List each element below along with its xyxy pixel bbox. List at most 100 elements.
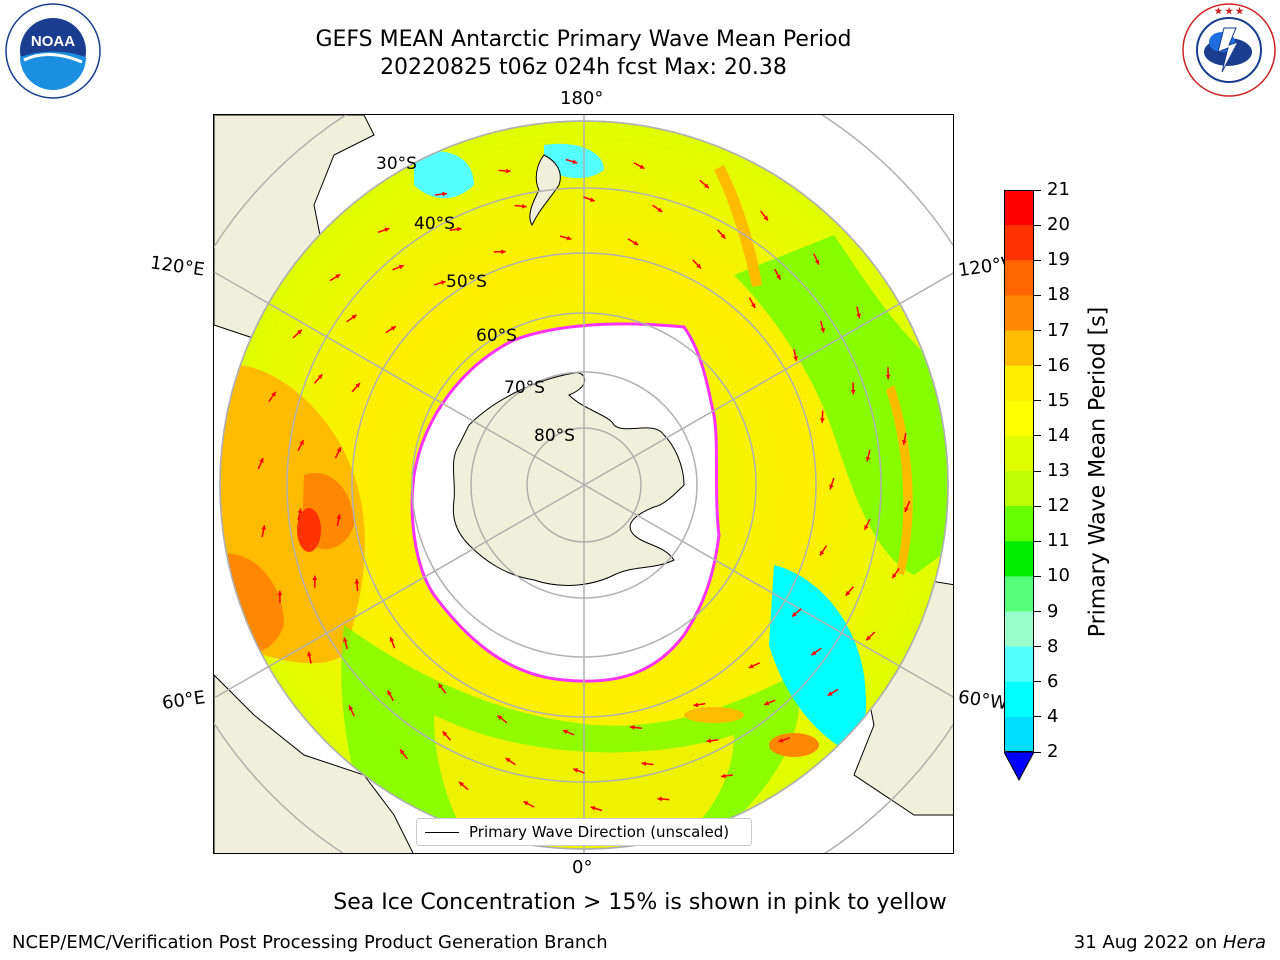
colorbar-tick: 19	[1033, 251, 1070, 269]
wave-arrow-head	[348, 705, 354, 711]
lat-label-30s: 30°S	[376, 154, 417, 174]
wave-arrow-head	[389, 636, 395, 642]
colorbar-block	[1004, 330, 1034, 367]
chart-subtitle: 20220825 t06z 024h fcst Max: 20.38	[380, 55, 787, 80]
wave-arrow-head	[573, 768, 579, 773]
lon-label-60w: 60°W	[956, 686, 1009, 715]
colorbar-ticks: 21 20 19 18 17 16 15 14 13 12 11 10 9 8 6 4 2	[1033, 181, 1083, 761]
wave-arrow-head	[704, 183, 709, 189]
wave-arrow-head	[336, 514, 342, 519]
wave-arrow-head	[845, 590, 851, 596]
wave-arrow-head	[885, 374, 891, 380]
wave-arrow-head	[811, 650, 817, 656]
lat-label-40s: 40°S	[414, 214, 455, 234]
colorbar-tick: 13	[1033, 462, 1070, 480]
colorbar-tick: 21	[1033, 181, 1070, 199]
wave-arrow-head	[892, 573, 897, 579]
wave-arrow-head	[506, 168, 511, 174]
southern-africa-land	[214, 674, 414, 853]
noaa-logo: NOAA	[5, 3, 101, 99]
wave-arrow-head	[335, 274, 341, 279]
colorbar	[1004, 190, 1034, 782]
wave-arrow-head	[521, 203, 527, 209]
footer-host: Hera	[1222, 932, 1266, 953]
wave-arrow-head	[819, 418, 825, 423]
wave-arrow-head	[639, 164, 645, 169]
wave-arrow-head	[696, 263, 702, 269]
wave-arrow-head	[317, 374, 323, 380]
wave-arrow-head	[384, 227, 390, 233]
colorbar-block	[1004, 190, 1034, 226]
wave-arrow-head	[566, 235, 572, 241]
wave-arrow-head	[827, 691, 833, 696]
colorbar-tick: 9	[1033, 602, 1058, 621]
wave-arrow-head	[355, 382, 360, 388]
wave-arrow-head	[271, 391, 276, 397]
colorbar-block	[1004, 576, 1034, 612]
colorbar-label: Primary Wave Mean Period [s]	[1085, 306, 1111, 638]
colorbar-block	[1004, 646, 1034, 683]
wave-arrow-head	[748, 663, 754, 669]
footer-date-text: 31 Aug 2022 on	[1073, 932, 1223, 953]
wave-arrow-head	[505, 758, 511, 763]
nws-logo: ★ ★ ★	[1182, 3, 1276, 97]
wave-arrow-head	[590, 805, 596, 811]
noaa-logo-text: NOAA	[31, 33, 75, 50]
lat-label-70s: 70°S	[504, 378, 545, 398]
wave-arrow-head	[866, 635, 872, 641]
wave-arrow-head	[296, 329, 302, 335]
wave-arrow-head	[763, 215, 768, 221]
colorbar-block	[1004, 400, 1034, 437]
wave-arrow-head	[657, 796, 662, 802]
colorbar-tick: 4	[1033, 707, 1058, 726]
wave-arrow-head	[259, 457, 264, 463]
sea-ice-note: Sea Ice Concentration > 15% is shown in …	[333, 890, 947, 915]
wave-arrow-head	[865, 456, 871, 462]
wave-arrow-head	[750, 303, 756, 309]
cyan-argentine-shelf	[769, 565, 866, 755]
map-panel: 30°S 40°S 50°S 60°S 70°S 80°S	[213, 114, 954, 854]
chart-title: GEFS MEAN Antarctic Primary Wave Mean Pe…	[315, 27, 852, 52]
wave-arrow-head	[792, 611, 797, 617]
antarctica-land	[452, 372, 685, 586]
wave-arrow-head	[864, 524, 869, 530]
orange-pacific-strip	[714, 165, 762, 287]
wave-arrow-head	[572, 159, 578, 165]
colorbar-block	[1004, 611, 1034, 648]
wave-arrow-head	[459, 781, 464, 787]
colorbar-tick: 15	[1033, 391, 1070, 410]
colorbar-tick: 11	[1033, 532, 1070, 550]
wave-arrow-head	[442, 731, 448, 737]
green-band-east	[734, 235, 948, 575]
colorbar-tick: 8	[1033, 637, 1058, 656]
wave-arrow-head	[820, 327, 825, 333]
footer-credit: NCEP/EMC/Verification Post Processing Pr…	[12, 932, 608, 953]
colorbar-block	[1004, 471, 1034, 507]
lat-label-80s: 80°S	[534, 426, 575, 446]
wave-arrow-head	[814, 259, 820, 265]
wave-arrow-head	[819, 550, 825, 556]
footer-date: 31 Aug 2022 on Hera	[1074, 932, 1266, 953]
wave-arrow-head	[456, 226, 462, 232]
wave-arrow-head	[850, 389, 856, 395]
colorbar-block	[1004, 681, 1034, 718]
lon-label-60e: 60°E	[160, 687, 207, 714]
wave-arrow-head	[706, 738, 712, 744]
wave-arrow-head	[657, 207, 663, 212]
colorbar-block	[1004, 541, 1034, 577]
wave-arrow-head	[721, 773, 726, 779]
colorbar-block	[1004, 365, 1034, 402]
colorbar-tick: 2	[1033, 743, 1058, 761]
wave-arrow-head	[902, 440, 907, 445]
wave-direction-arrows	[257, 158, 911, 812]
wave-arrow-head	[261, 525, 266, 530]
wave-arrow-head	[400, 749, 405, 755]
wave-arrow-head	[720, 233, 726, 239]
colorbar-tick: 16	[1033, 356, 1070, 375]
wave-arrow-head	[589, 197, 595, 202]
wave-arrow-head	[501, 249, 506, 255]
wave-arrow-head	[297, 508, 303, 514]
wave-arrow-head	[629, 724, 635, 730]
wave-arrow-head	[438, 683, 444, 689]
wave-arrow-head	[398, 264, 404, 270]
